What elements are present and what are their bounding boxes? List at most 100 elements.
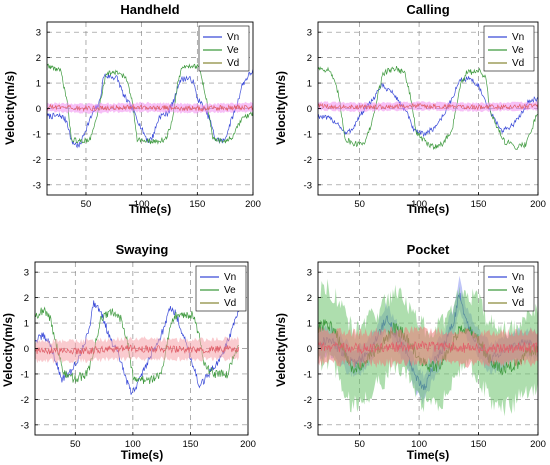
series-ve	[318, 65, 538, 151]
x-tick-label: 100	[411, 199, 427, 210]
x-tick-label: 100	[411, 439, 427, 450]
series-vn	[35, 300, 240, 395]
band-vd	[318, 325, 538, 369]
x-tick-label: 100	[134, 199, 150, 210]
panel-swaying: Swaying Velocity(m/s) Time(s) -3 -2 -1 0 1 2 3…	[1, 242, 256, 462]
y-tick-label: 0	[36, 104, 41, 115]
y-tick-label: 3	[307, 28, 312, 39]
x-tick-label: 150	[183, 439, 199, 450]
series-layer	[35, 300, 240, 395]
y-tick-label: 1	[307, 319, 312, 330]
legend: Vn Ve Vd	[198, 25, 250, 72]
x-axis-label: Time(s)	[407, 448, 449, 462]
x-axis-label: Time(s)	[121, 448, 163, 462]
series-ve	[47, 63, 253, 145]
y-tick-label: 1	[36, 79, 41, 90]
y-tick-label: 3	[36, 28, 41, 39]
y-tick-label: 2	[36, 53, 41, 64]
y-tick-label: 3	[307, 268, 312, 279]
y-tick-label: -2	[21, 395, 29, 406]
series-layer	[47, 63, 253, 149]
band-vd	[35, 336, 239, 364]
x-tick-label: 50	[354, 439, 365, 450]
x-tick-label: 50	[354, 199, 365, 210]
series-vd	[47, 103, 253, 112]
legend-label-vn: Vn	[227, 32, 239, 43]
y-axis-label: Velocity(m/s)	[3, 71, 17, 145]
series-ve	[318, 319, 538, 376]
series-layer	[318, 65, 538, 151]
y-tick-label: 2	[307, 53, 312, 64]
y-tick-label: 0	[307, 344, 312, 355]
y-tick-label: 2	[24, 293, 29, 304]
legend-box	[195, 265, 247, 312]
y-axis-label: Velocity(m/s)	[274, 71, 288, 145]
plot-frame	[46, 21, 254, 196]
y-tick-label: 1	[24, 319, 29, 330]
plot-frame	[317, 21, 539, 196]
y-tick-label: -3	[21, 420, 29, 431]
series-vn	[318, 76, 538, 138]
legend-label-vd: Vd	[227, 58, 239, 69]
x-tick-label: 150	[189, 199, 205, 210]
y-tick-label: 3	[24, 268, 29, 279]
panel-pocket: Pocket Velocity(m/s) Time(s) -3 -2 -1 0 1 2 3 5…	[274, 242, 546, 462]
series-vd	[35, 344, 240, 355]
y-axis-label: Velocity(m/s)	[274, 313, 288, 387]
y-tick-label: -3	[304, 420, 312, 431]
x-tick-label: 50	[70, 439, 81, 450]
legend-box	[483, 265, 535, 312]
legend: Vn Ve Vd	[195, 265, 247, 312]
legend-box	[198, 25, 250, 72]
legend-label-ve: Ve	[224, 285, 236, 296]
plot-frame	[34, 261, 249, 436]
x-tick-label: 200	[530, 439, 546, 450]
y-tick-label: -1	[304, 369, 312, 380]
y-tick-label: 0	[24, 344, 29, 355]
panel-title: Calling	[406, 2, 449, 17]
x-tick-label: 200	[240, 439, 256, 450]
x-tick-label: 50	[81, 199, 92, 210]
panel-title: Swaying	[116, 242, 169, 257]
x-tick-label: 100	[125, 439, 141, 450]
y-tick-label: 1	[307, 79, 312, 90]
legend-label-ve: Ve	[512, 45, 524, 56]
series-vd	[318, 340, 538, 355]
x-tick-label: 200	[530, 199, 546, 210]
legend-label-vd: Vd	[224, 298, 236, 309]
legend-label-vn: Vn	[512, 272, 524, 283]
x-axis-label: Time(s)	[407, 202, 449, 216]
y-tick-label: -2	[304, 155, 312, 166]
y-tick-label: -1	[33, 129, 41, 140]
panel-calling: Calling Velocity(m/s) Time(s) -3 -2 -1 0 1 2 3…	[274, 2, 546, 216]
legend: Vn Ve Vd	[483, 265, 535, 312]
panel-handheld: Handheld Velocity(m/s) Time(s) -3 -2 -1 0 1 2…	[3, 2, 261, 216]
legend-label-ve: Ve	[227, 45, 239, 56]
legend-label-ve: Ve	[512, 285, 524, 296]
legend: Vn Ve Vd	[483, 25, 535, 72]
y-tick-label: 2	[307, 293, 312, 304]
series-layer	[318, 275, 538, 417]
legend-label-vn: Vn	[224, 272, 236, 283]
x-tick-label: 150	[471, 439, 487, 450]
y-tick-label: -3	[304, 180, 312, 191]
y-tick-label: -2	[304, 395, 312, 406]
x-tick-label: 200	[245, 199, 261, 210]
y-tick-label: -2	[33, 155, 41, 166]
legend-label-vn: Vn	[512, 32, 524, 43]
plot-frame	[317, 261, 539, 436]
panel-title: Pocket	[407, 242, 450, 257]
y-tick-label: 0	[307, 104, 312, 115]
legend-box	[483, 25, 535, 72]
series-ve	[35, 306, 239, 385]
x-tick-label: 150	[471, 199, 487, 210]
y-tick-label: -1	[21, 369, 29, 380]
legend-label-vd: Vd	[512, 58, 524, 69]
y-tick-label: -1	[304, 129, 312, 140]
y-tick-label: -3	[33, 180, 41, 191]
x-axis-label: Time(s)	[129, 202, 171, 216]
band-vd	[47, 101, 253, 114]
y-axis-label: Velocity(m/s)	[1, 313, 15, 387]
panel-title: Handheld	[120, 2, 179, 17]
